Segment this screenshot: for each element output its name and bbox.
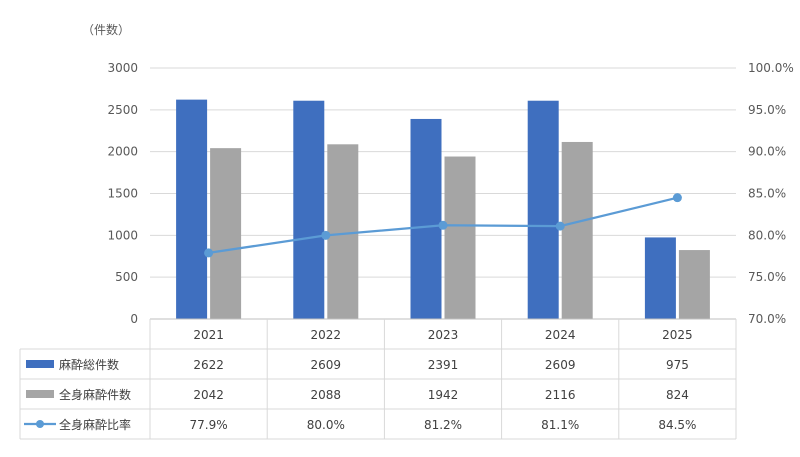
data-cell: 2042 [193,388,224,402]
series-name: 全身麻酔件数 [59,387,131,402]
data-table: 2021 2022 2023 2024 2025 麻酔総件数 2622 2609 2391 260… [19,318,737,440]
y-tick-label: 1500 [107,187,138,201]
category-label: 2022 [311,328,342,342]
data-cell: 84.5% [658,418,696,432]
series-name: 麻酔総件数 [59,357,119,372]
bar [644,237,676,319]
data-cell: 1942 [428,388,459,402]
bar [561,141,593,319]
bar [176,99,208,319]
y-axis-unit-label: （件数） [82,22,130,37]
data-cell: 975 [666,358,689,372]
y-tick-label: 2500 [107,103,138,117]
data-cell: 2609 [545,358,576,372]
y2-tick-label: 100.0% [748,61,794,75]
ratio-point [321,230,331,240]
data-cell: 81.1% [541,418,579,432]
ratio-point [672,193,682,203]
category-label: 2021 [193,328,224,342]
data-cell: 2622 [193,358,224,372]
y2-tick-label: 70.0% [748,312,786,326]
y2-tick-label: 90.0% [748,145,786,159]
ratio-point [438,220,448,230]
gridlines [150,67,736,278]
data-cell: 824 [666,388,689,402]
bar [410,118,442,319]
bar [210,148,242,319]
category-label: 2025 [662,328,693,342]
y-tick-label: 0 [130,312,138,326]
data-cell: 2088 [311,388,342,402]
y2-tick-label: 80.0% [748,228,786,242]
data-cell: 2609 [311,358,342,372]
y-tick-label: 2000 [107,145,138,159]
y2-tick-label: 75.0% [748,270,786,284]
right-axis-ticks: 70.0% 75.0% 80.0% 85.0% 90.0% 95.0% 100.0% [748,61,794,326]
bar [327,144,359,319]
legend-swatch [26,390,54,398]
data-cell: 81.2% [424,418,462,432]
series-name: 全身麻酔比率 [59,417,131,432]
category-label: 2024 [545,328,576,342]
data-cell: 77.9% [190,418,228,432]
bar-series [176,99,710,319]
bar [293,100,325,319]
y-tick-label: 500 [115,270,138,284]
line-series [204,193,682,258]
y2-tick-label: 95.0% [748,103,786,117]
data-cell: 80.0% [307,418,345,432]
bar [527,100,559,319]
y2-tick-label: 85.0% [748,187,786,201]
legend-marker [36,420,44,428]
bar [678,250,710,319]
y-tick-label: 3000 [107,61,138,75]
y-tick-label: 1000 [107,228,138,242]
data-cell: 2391 [428,358,459,372]
bar [444,156,476,319]
ratio-point [204,248,214,258]
legend-swatch [26,360,54,368]
category-label: 2023 [428,328,459,342]
left-axis-ticks: 0 500 1000 1500 2000 2500 3000 [107,61,138,326]
data-cell: 2116 [545,388,576,402]
ratio-point [555,221,565,231]
